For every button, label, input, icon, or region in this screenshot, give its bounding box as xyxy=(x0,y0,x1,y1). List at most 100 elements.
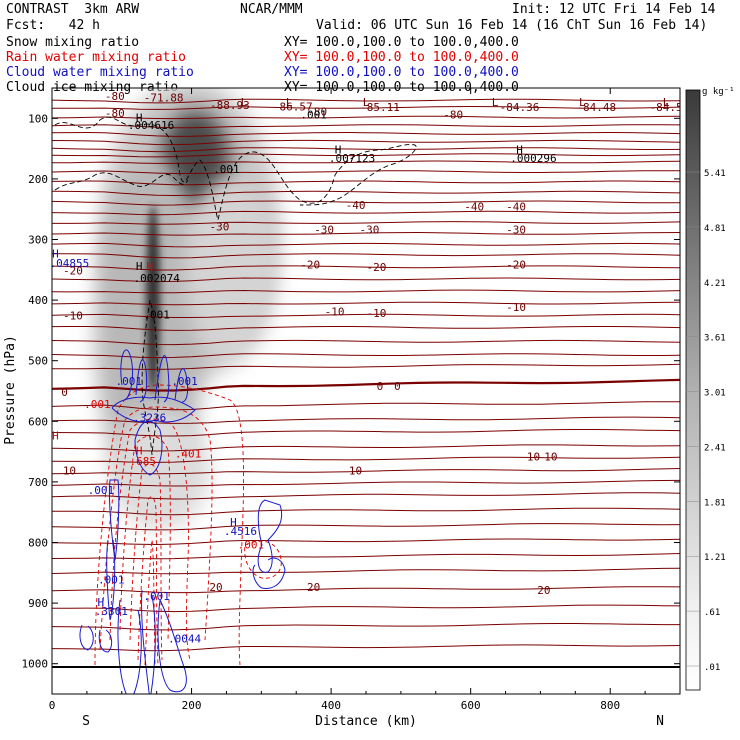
contour-annotation: H xyxy=(136,111,143,124)
temperature-label: -71.88 xyxy=(144,91,184,104)
cloud-water-contour xyxy=(154,355,189,403)
field-xy-cloud-water: XY= 100.0,100.0 to 100.0,400.0 xyxy=(284,65,519,80)
rain-contour xyxy=(244,540,282,579)
contour-annotation: H xyxy=(52,248,59,261)
cloud-water-contours xyxy=(16,250,286,694)
temperature-contour-line xyxy=(52,313,680,318)
cloud-water-contour xyxy=(141,589,156,694)
temperature-contour-line xyxy=(52,567,680,575)
rain-contour xyxy=(94,384,245,666)
temperature-label: -10 xyxy=(63,309,83,322)
contour-annotation: .0044 xyxy=(168,632,201,645)
cloud-water-contour xyxy=(106,539,116,621)
temperature-contour-line xyxy=(52,221,680,225)
temperature-label: 0 xyxy=(61,386,68,399)
colorbar-tick-label: 3.01 xyxy=(704,389,726,399)
temperature-contour-line xyxy=(52,190,680,197)
cloud-water-contour xyxy=(16,250,26,280)
temperature-label: 20 xyxy=(209,581,222,594)
temperature-label: -85.11 xyxy=(360,101,400,114)
y-tick-label: 100 xyxy=(28,112,48,125)
temperature-label: 0 xyxy=(377,380,384,393)
temperature-label: -80 xyxy=(105,107,125,120)
contour-annotation: .001 xyxy=(143,590,170,603)
temperature-contour-line xyxy=(52,416,680,424)
x-tick-label: 800 xyxy=(600,699,620,712)
contour-annotation: .001 xyxy=(213,163,240,176)
y-tick-label: 1000 xyxy=(22,658,49,671)
contour-annotation: .001 xyxy=(98,574,125,587)
temperature-label: -84.5 xyxy=(649,101,682,114)
x-axis-label: Distance (km) xyxy=(315,714,417,729)
x-tick-label: 0 xyxy=(49,699,56,712)
temperature-contour-line xyxy=(52,277,680,283)
temperature-contour-line xyxy=(52,265,680,271)
contour-annotation: L xyxy=(241,96,248,109)
contour-annotation: .004616 xyxy=(128,119,174,132)
organization-label: NCAR/MMM xyxy=(240,2,303,17)
colorbar-tick-label: 2.41 xyxy=(704,443,726,453)
temperature-label: 10 xyxy=(349,465,362,478)
y-tick-label: 800 xyxy=(28,537,48,550)
x-tick-label: 400 xyxy=(321,699,341,712)
temperature-label: -40 xyxy=(464,200,484,213)
temperature-label: -20 xyxy=(367,261,387,274)
temperature-contour-line xyxy=(52,124,680,129)
forecast-hour: Fcst: 42 h xyxy=(6,18,100,33)
cloud-water-contour xyxy=(157,599,187,693)
field-name-snow: Snow mixing ratio xyxy=(6,35,140,50)
rain-contour xyxy=(119,435,171,641)
south-label: S xyxy=(82,714,90,729)
contour-annotation: H xyxy=(52,429,59,442)
temperature-label: -40 xyxy=(346,199,366,212)
contour-annotation: .3301 xyxy=(95,605,128,618)
temperature-contour-line xyxy=(52,401,680,411)
temperature-contour-line xyxy=(52,301,680,306)
contour-annotation: .3236 xyxy=(133,411,166,424)
rain-contour xyxy=(129,463,163,661)
temperature-contour-line xyxy=(52,170,680,174)
contour-annotation: .001 xyxy=(88,484,115,497)
temperature-contour-line xyxy=(52,644,680,652)
contour-annotation: L xyxy=(492,96,499,109)
y-tick-label: 700 xyxy=(28,476,48,489)
temperature-contour-line xyxy=(52,105,680,110)
valid-time: Valid: 06 UTC Sun 16 Feb 14 (16 ChT Sun … xyxy=(316,18,708,33)
contour-annotation: .007123 xyxy=(329,152,375,165)
temperature-label: 10 xyxy=(527,451,540,464)
contour-labels: -80 -71.88 -80 -88.93 -86.57 -85.11 -84.36 -84.… xyxy=(52,90,682,645)
temperature-label: -84.48 xyxy=(576,101,616,114)
temperature-contour-line xyxy=(52,429,680,437)
temperature-contour-line xyxy=(52,456,680,463)
contour-annotation: .001 xyxy=(143,308,170,321)
north-label: N xyxy=(656,714,664,729)
cloud-ice-contour xyxy=(54,172,189,191)
temperature-contour-line xyxy=(52,507,680,516)
temperature-label: 0 xyxy=(394,380,401,393)
cloud-water-contour xyxy=(79,624,94,651)
contour-annotation: L xyxy=(363,96,370,109)
field-xy-rain: XY= 100.0,100.0 to 100.0,400.0 xyxy=(284,50,519,65)
temperature-contour-line xyxy=(52,289,680,294)
rain-contour xyxy=(99,406,213,651)
temperature-label: -20 xyxy=(300,259,320,272)
temperature-label: -30 xyxy=(314,223,334,236)
contour-annotation: H xyxy=(516,143,523,156)
contour-annotation: .001 xyxy=(171,375,198,388)
contour-annotation: .001 xyxy=(84,398,111,411)
temperature-contour-line xyxy=(52,353,680,359)
x-tick-label: 600 xyxy=(461,699,481,712)
axes: 0 200 400 600 800100200300400500600700800900… xyxy=(22,88,681,712)
contour-annotation: H xyxy=(98,596,105,609)
temperature-contour-line xyxy=(52,98,680,104)
temperature-contour-line xyxy=(52,180,680,186)
contour-annotation: .4516 xyxy=(224,525,257,538)
contour-annotation: L xyxy=(286,96,293,109)
field-name-rain: Rain water mixing ratio xyxy=(6,50,187,65)
temperature-contour-line xyxy=(52,468,680,475)
temperature-contour-line xyxy=(52,147,680,153)
y-tick-label: 300 xyxy=(28,234,48,247)
init-time: Init: 12 UTC Fri 14 Feb 14 xyxy=(512,2,716,17)
y-tick-label: 200 xyxy=(28,173,48,186)
colorbar-tick-label: 5.41 xyxy=(704,169,726,179)
